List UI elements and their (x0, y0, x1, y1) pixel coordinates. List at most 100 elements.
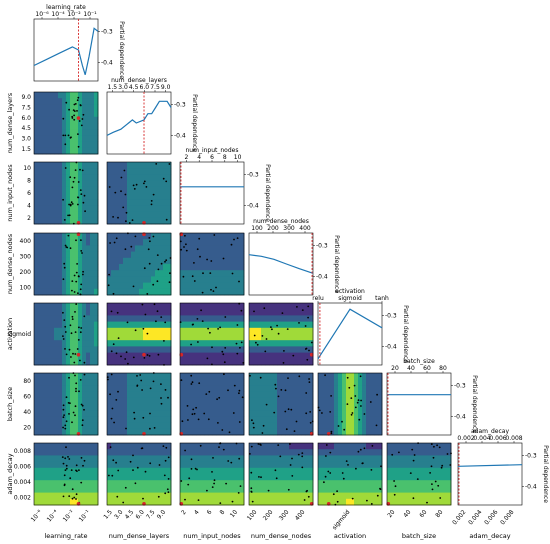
contour-cell (155, 474, 160, 481)
contour-cell (289, 379, 294, 386)
contour-cell (196, 480, 201, 487)
contour-cell (86, 129, 91, 136)
sample-point (68, 495, 71, 497)
contour-cell (326, 449, 331, 456)
contour-cell (135, 334, 140, 341)
contour-cell (159, 233, 164, 240)
contour-cell (90, 174, 95, 181)
contour-cell (86, 193, 91, 200)
contour-cell (42, 129, 47, 136)
sample-point (65, 101, 68, 104)
contour-cell (143, 264, 148, 271)
sample-point (81, 419, 84, 422)
contour-cell (38, 141, 43, 149)
contour-cell (62, 199, 67, 206)
contour-cell (188, 257, 193, 265)
contour-cell (82, 443, 87, 450)
contour-cell (66, 474, 71, 481)
contour-cell (131, 486, 136, 493)
sample-point (221, 429, 224, 431)
contour-cell (200, 346, 205, 353)
contour-cell (115, 358, 120, 366)
sample-point (341, 420, 343, 423)
contour-cell (350, 422, 355, 430)
contour-cell (253, 443, 258, 450)
contour-cell (200, 245, 205, 252)
contour-cell (123, 455, 128, 462)
contour-cell (119, 309, 124, 316)
contour-cell (94, 186, 99, 194)
contour-cell (184, 233, 189, 240)
sample-point (63, 219, 66, 221)
contour-cell (151, 180, 156, 188)
contour-cell (42, 492, 47, 500)
contour-cell (54, 416, 59, 423)
contour-cell (139, 397, 144, 405)
contour-cell (127, 461, 132, 469)
y-tick-label: -0.4 (316, 273, 328, 280)
contour-cell (399, 498, 404, 506)
contour-cell (131, 467, 136, 475)
contour-cell (42, 391, 47, 399)
contour-cell (354, 397, 359, 405)
contour-cell (107, 315, 112, 322)
contour-cell (139, 480, 144, 487)
contour-cell (143, 397, 148, 405)
contour-cell (46, 98, 51, 105)
contour-cell (70, 321, 75, 329)
contour-cell (411, 498, 416, 506)
sample-point (144, 313, 147, 316)
contour-cell (346, 416, 351, 423)
contour-cell (78, 492, 83, 500)
contour-cell (224, 474, 229, 481)
contour-cell (322, 486, 327, 493)
contour-cell (54, 346, 59, 353)
panel-frame (179, 372, 245, 436)
contour-cell (309, 404, 314, 411)
contour-cell (188, 461, 193, 469)
y-tick-label: -0.4 (385, 343, 397, 350)
sample-point (69, 402, 71, 405)
contour-cell (151, 498, 156, 506)
contour-cell (94, 168, 99, 175)
contour-cell (285, 379, 290, 386)
contour-cell (143, 486, 148, 493)
contour-cell (147, 461, 152, 469)
left-tick-label: 4.5 (21, 125, 31, 132)
contour-cell (301, 461, 306, 469)
contour-cell (443, 480, 448, 487)
contour-cell (358, 443, 363, 450)
contour-cell (135, 346, 140, 353)
contour-cell (46, 129, 51, 136)
contour-cell (297, 346, 302, 353)
sample-point (68, 108, 70, 111)
sample-point (117, 390, 119, 393)
contour-cell (147, 416, 152, 423)
sample-point (152, 235, 155, 238)
contour-cell (74, 486, 79, 493)
sample-point (345, 460, 348, 462)
contour-cell (78, 211, 83, 219)
contour-cell (212, 352, 217, 360)
contour-cell (289, 480, 294, 487)
contour-cell (115, 205, 120, 212)
contour-cell (419, 492, 424, 500)
contour-cell (236, 239, 241, 246)
left-tick-label: 60 (23, 393, 31, 400)
contour-cell (151, 251, 156, 259)
contour-cell (257, 455, 262, 462)
contour-cell (94, 358, 99, 366)
contour-cell (155, 346, 160, 353)
contour-panel-batch_size-vs-activation (317, 372, 383, 436)
contour-cell (62, 239, 67, 246)
contour-cell (309, 315, 314, 322)
contour-cell (399, 492, 404, 500)
sample-point (357, 450, 360, 453)
sample-point (308, 381, 311, 383)
bottom-tick-label: 0.008 (499, 509, 516, 527)
contour-cell (318, 416, 323, 423)
sample-point (215, 286, 217, 289)
contour-cell (378, 422, 383, 430)
sample-point (201, 320, 204, 322)
